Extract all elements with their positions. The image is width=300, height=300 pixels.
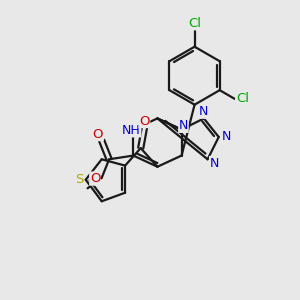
Text: Cl: Cl bbox=[236, 92, 249, 105]
Text: N: N bbox=[210, 157, 219, 169]
Text: N: N bbox=[179, 119, 188, 132]
Text: Cl: Cl bbox=[188, 17, 201, 30]
Text: S: S bbox=[75, 173, 83, 186]
Text: N: N bbox=[222, 130, 232, 143]
Text: O: O bbox=[90, 172, 100, 185]
Text: O: O bbox=[139, 115, 150, 128]
Text: N: N bbox=[199, 105, 208, 118]
Text: NH: NH bbox=[122, 124, 141, 137]
Text: O: O bbox=[93, 128, 103, 140]
